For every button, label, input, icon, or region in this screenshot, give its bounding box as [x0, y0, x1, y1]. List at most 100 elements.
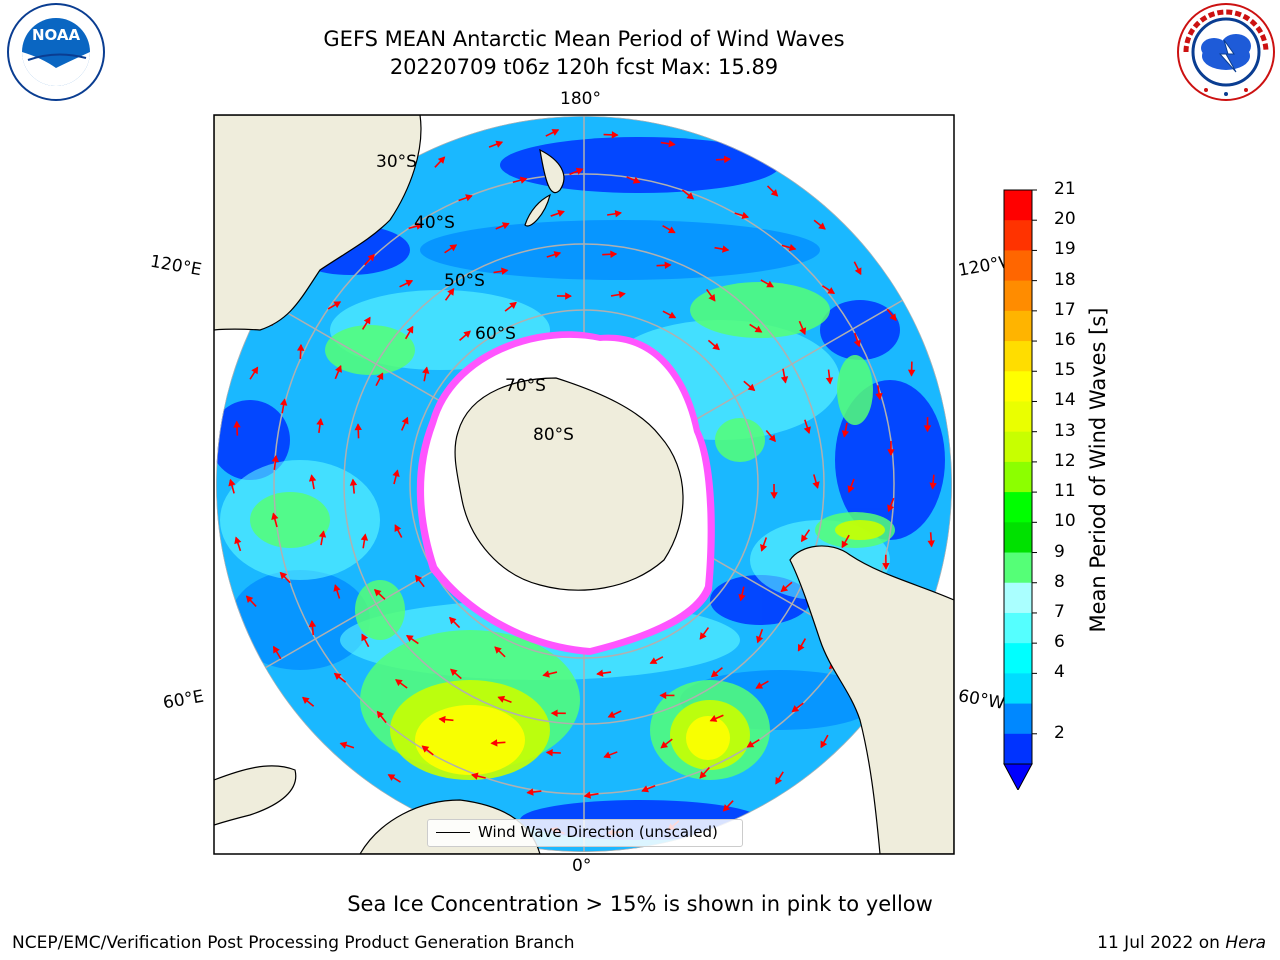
- wind-arrow-head: [686, 192, 695, 200]
- colorbar-segment: [1004, 461, 1032, 493]
- wind-arrow-head: [770, 189, 779, 197]
- wind-arrow-head: [387, 774, 396, 781]
- wind-arrow-head: [376, 710, 384, 719]
- colorbar-tick-label: 4: [1054, 662, 1065, 683]
- wind-arrow-head: [526, 788, 534, 796]
- colorbar-tick-label: 19: [1054, 239, 1076, 260]
- colorbar-segment: [1004, 643, 1032, 674]
- wind-arrow-head: [273, 645, 280, 654]
- wind-arrow-head: [471, 772, 479, 780]
- wind-arrow-head: [394, 524, 402, 532]
- svg-text:NOAA: NOAA: [32, 26, 81, 44]
- colorbar-segment: [1004, 673, 1032, 705]
- wind-arrow-head: [494, 646, 502, 654]
- wind-arrow-head: [447, 288, 455, 296]
- colorbar-tick-label: 13: [1054, 420, 1076, 441]
- wind-arrow-head: [800, 534, 808, 543]
- wind-arrow-head: [449, 616, 457, 625]
- lat-label-30s: 30°S: [376, 152, 417, 172]
- wind-arrow-head: [318, 530, 327, 538]
- wind-arrow-head: [803, 426, 811, 435]
- map-frame: [213, 114, 955, 855]
- wind-arrow-head: [316, 417, 324, 426]
- colorbar-tick-label: 2: [1054, 722, 1065, 743]
- footer-machine: Hera: [1225, 933, 1266, 953]
- noaa-logo: NOAA: [7, 3, 105, 101]
- wind-arrow-head: [490, 739, 498, 747]
- sea-ice-note: Sea Ice Concentration > 15% is shown in …: [347, 892, 933, 916]
- legend-label: Wind Wave Direction (unscaled): [478, 823, 718, 841]
- lon-label-0: 0°: [572, 856, 592, 876]
- wind-arrow-head: [233, 420, 241, 428]
- wind-arrow-head: [376, 372, 384, 381]
- wind-arrow-head: [847, 485, 855, 493]
- wind-arrow-head: [611, 131, 619, 139]
- wind-arrow-head: [553, 251, 562, 259]
- wind-arrow-head: [395, 679, 403, 687]
- colorbar-segment: [1004, 220, 1032, 251]
- wind-arrow-head: [788, 243, 797, 252]
- colorbar-tick-label: 12: [1054, 450, 1076, 471]
- wind-arrow-head: [887, 504, 895, 513]
- wind-arrow-head: [401, 416, 409, 425]
- wind-arrow-head: [551, 129, 560, 136]
- colorbar-segment: [1004, 612, 1032, 644]
- wind-arrow-head: [497, 695, 506, 703]
- wind-arrow-head: [699, 771, 707, 779]
- colorbar-tick-label: 18: [1054, 269, 1076, 290]
- wind-arrow-head: [373, 589, 382, 597]
- wind-arrow-head: [799, 327, 807, 336]
- wind-arrow-head: [308, 620, 317, 628]
- wind-arrow-head: [927, 540, 935, 548]
- colorbar-tick-label: 9: [1054, 541, 1065, 562]
- wind-arrow-head: [279, 571, 288, 580]
- wind-arrow-head: [875, 392, 883, 401]
- wind-arrow-head: [668, 140, 676, 148]
- colorbar-tick-label: 20: [1054, 209, 1076, 230]
- wind-arrow-head: [797, 643, 805, 652]
- wind-arrow-head: [234, 536, 242, 545]
- colorbar-tick-label: 14: [1054, 390, 1076, 411]
- colorbar-tick-label: 8: [1054, 571, 1065, 592]
- wind-arrow-head: [596, 669, 604, 677]
- wind-arrow-head: [583, 791, 592, 799]
- wind-wave-arrows: [228, 129, 937, 837]
- colorbar-extend-triangle: [1003, 763, 1033, 790]
- wind-arrow-head: [542, 670, 550, 678]
- wind-arrow-head: [825, 377, 834, 385]
- wind-arrow-head: [438, 715, 446, 724]
- colorbar-label: Mean Period of Wind Waves [s]: [1086, 307, 1110, 633]
- wind-arrow-head: [738, 593, 746, 602]
- colorbar-segment: [1004, 190, 1032, 221]
- legend-line-swatch: [436, 832, 470, 833]
- wind-arrow-head: [519, 176, 528, 184]
- wind-arrow-head: [610, 250, 618, 258]
- footer-credit: NCEP/EMC/Verification Post Processing Pr…: [12, 933, 575, 953]
- wind-arrow-head: [301, 696, 310, 704]
- wind-arrow-head: [603, 751, 611, 759]
- wind-arrow-head: [437, 156, 446, 164]
- wind-arrow-head: [335, 364, 342, 373]
- wind-arrow-head: [709, 715, 718, 722]
- wind-arrow-head: [667, 226, 676, 234]
- wind-arrow-head: [780, 376, 789, 384]
- wind-arrow-head: [768, 434, 776, 443]
- wind-arrow-head: [659, 691, 667, 700]
- map-legend: Wind Wave Direction (unscaled): [427, 819, 743, 847]
- wind-arrow-head: [699, 632, 707, 640]
- wind-arrow-head: [509, 301, 517, 309]
- wind-arrow-head: [279, 398, 288, 406]
- lat-label-50s: 50°S: [444, 271, 485, 291]
- wind-arrow-head: [649, 657, 658, 664]
- wind-arrow-head: [812, 481, 820, 489]
- wind-arrow-head: [415, 222, 424, 230]
- wind-arrow-head: [363, 316, 371, 325]
- wind-arrow-head: [392, 469, 400, 477]
- colorbar-segment: [1004, 250, 1032, 282]
- wind-arrow-head: [710, 670, 719, 678]
- wind-arrow-head: [722, 245, 730, 253]
- wind-arrow-head: [405, 634, 414, 642]
- lat-label-40s: 40°S: [414, 213, 455, 233]
- wind-arrow-head: [712, 342, 720, 351]
- wind-arrow-head: [741, 211, 750, 220]
